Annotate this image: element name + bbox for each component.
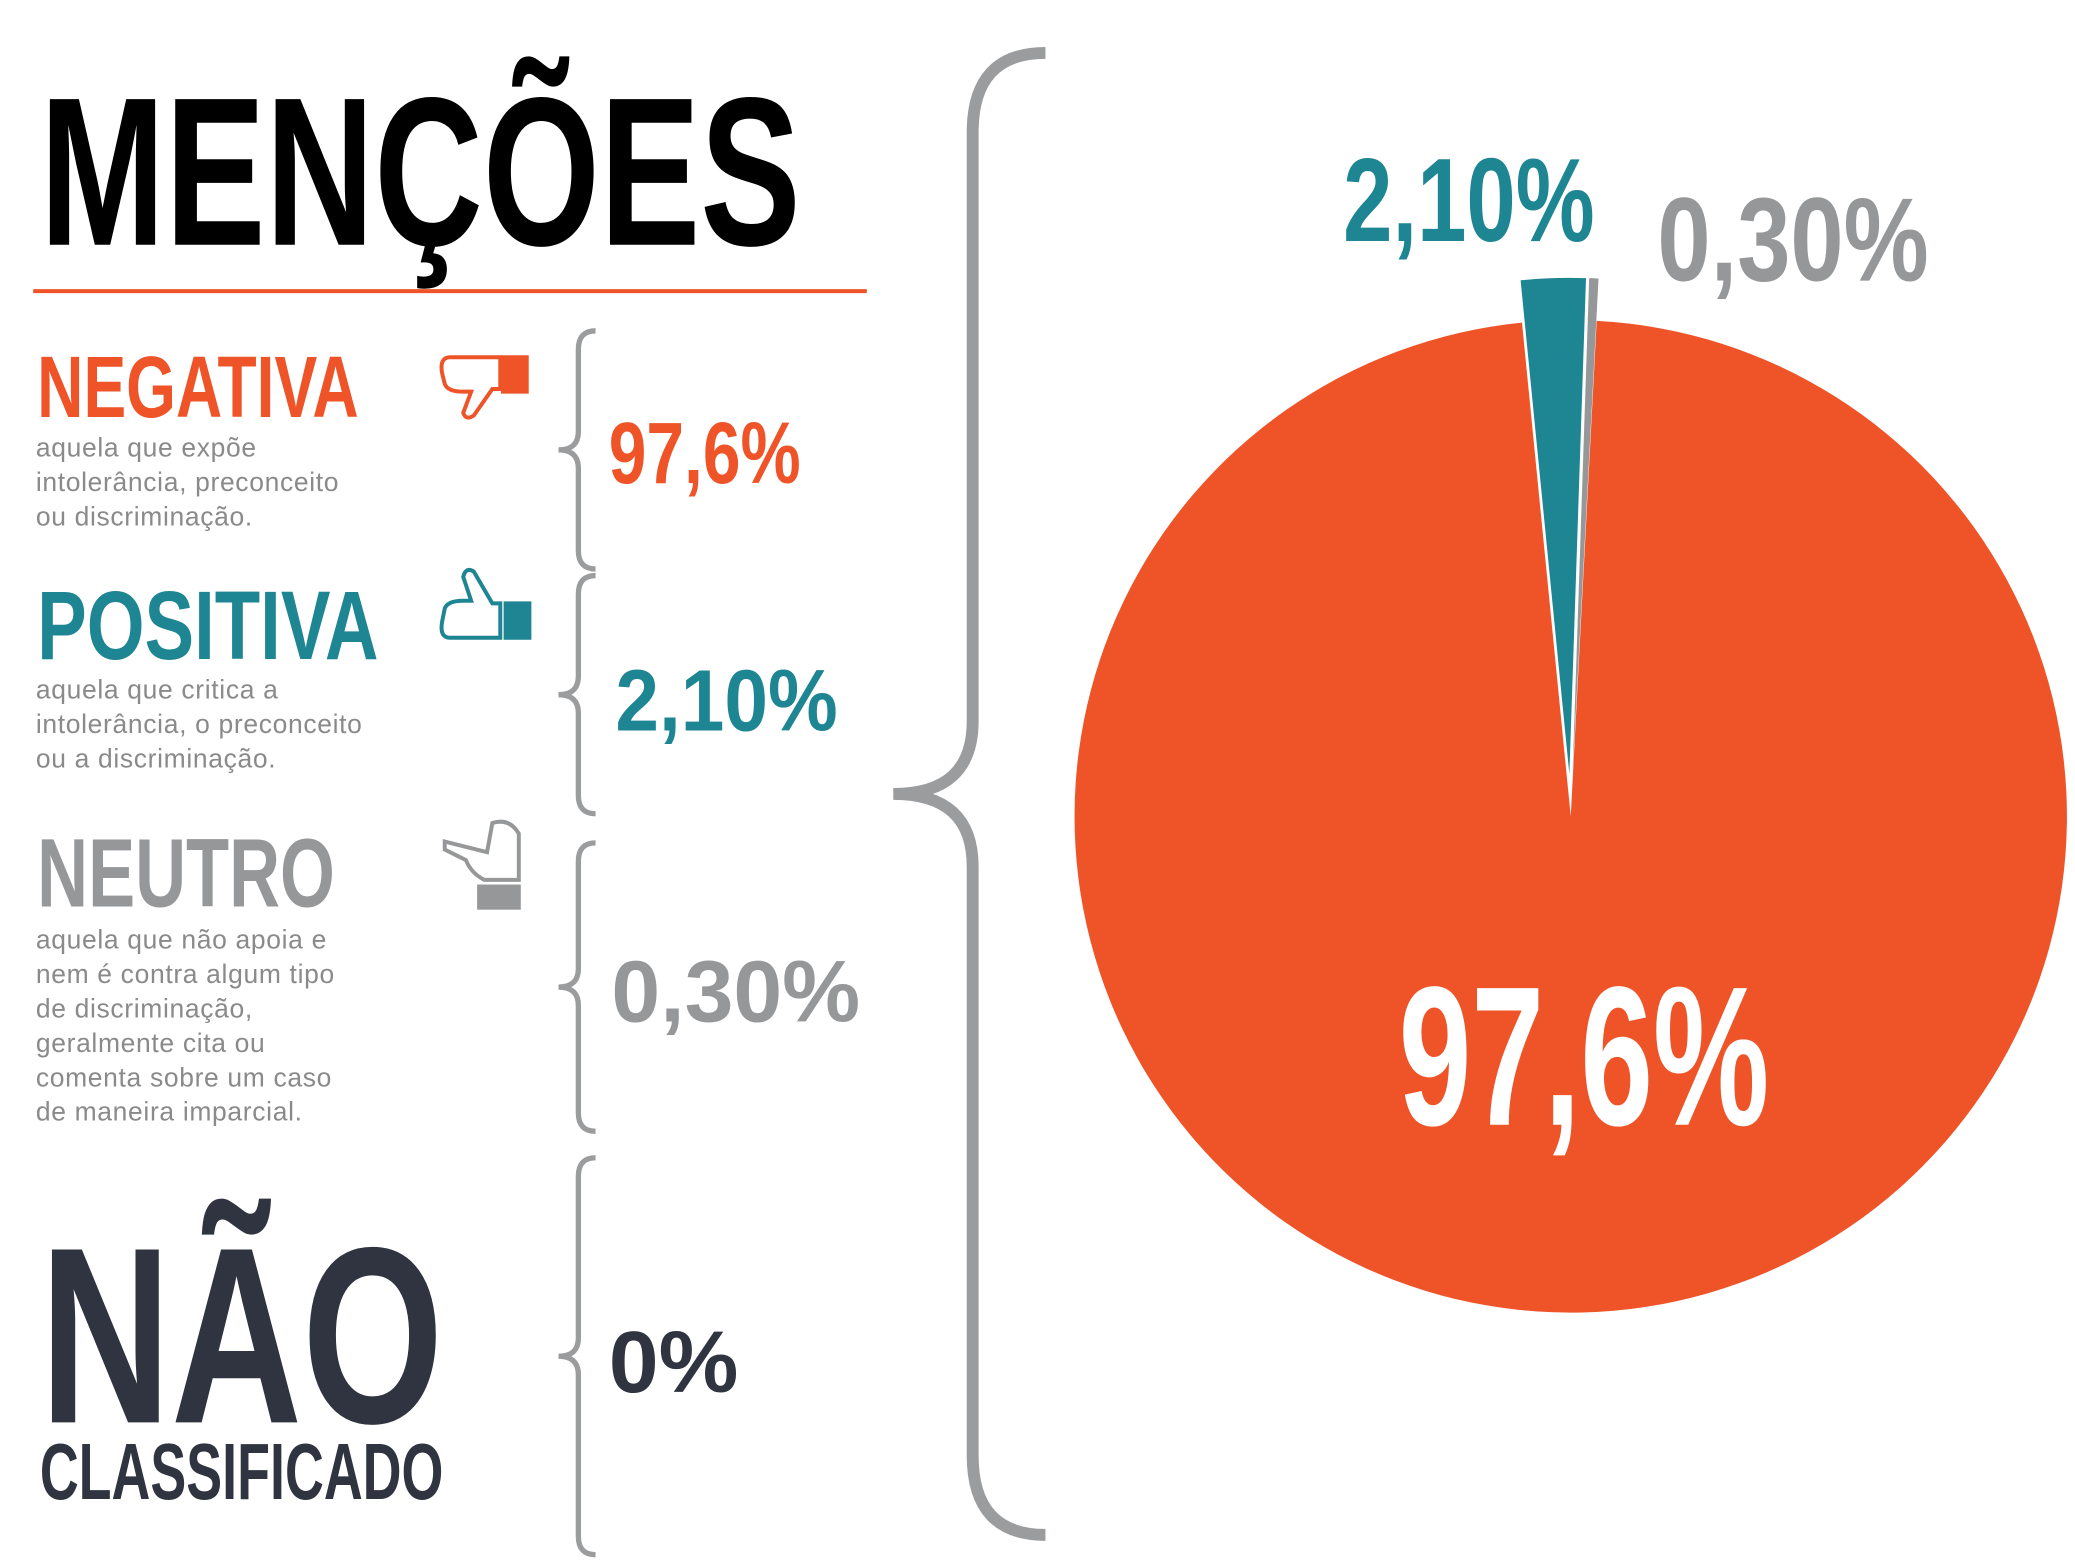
brace [558,328,596,572]
legend-value: 97,6% [609,404,801,502]
category-description: geralmente cita ou [36,1028,266,1058]
brace [558,1155,596,1558]
category-name: NEGATIVA [37,338,359,436]
category-description: de maneira imparcial. [36,1097,303,1127]
category-name: NEUTRO [37,817,335,927]
pie-slice [1520,277,1586,775]
slice-label: 2,10% [1343,134,1594,267]
slice-label: 0,30% [1657,174,1928,307]
category-description: nem é contra algum tipo [36,959,335,989]
unclassified-value: 0% [609,1313,739,1411]
thumbs-up-icon [439,567,532,640]
category-description: aquela que não apoia e [36,925,327,955]
category-description: intolerância, o preconceito [36,709,363,739]
legend-value: 0,30% [611,942,860,1040]
pie-slice [1572,278,1599,775]
pie-slice [1074,320,2067,1313]
category-description: intolerância, preconceito [36,467,339,497]
category-description: aquela que critica a [36,675,279,705]
title: MENÇÕES [40,53,801,290]
unclassified-subtitle: CLASSIFICADO [40,1427,444,1516]
big-brace [893,46,1046,1541]
slice-label: 97,6% [1399,946,1769,1168]
category-description: aquela que expõe [36,432,257,462]
thumbs-side-icon [442,819,521,910]
legend-value: 2,10% [615,651,837,749]
brace [558,572,596,817]
category-description: ou discriminação. [36,501,253,531]
unclassified-title: NÃO [40,1195,444,1476]
category-description: ou a discriminação. [36,743,276,773]
category-name: POSITIVA [37,570,378,680]
category-description: de discriminação, [36,994,253,1024]
category-description: comenta sobre um caso [36,1062,332,1092]
brace [558,840,596,1134]
thumbs-down-icon [439,355,529,420]
